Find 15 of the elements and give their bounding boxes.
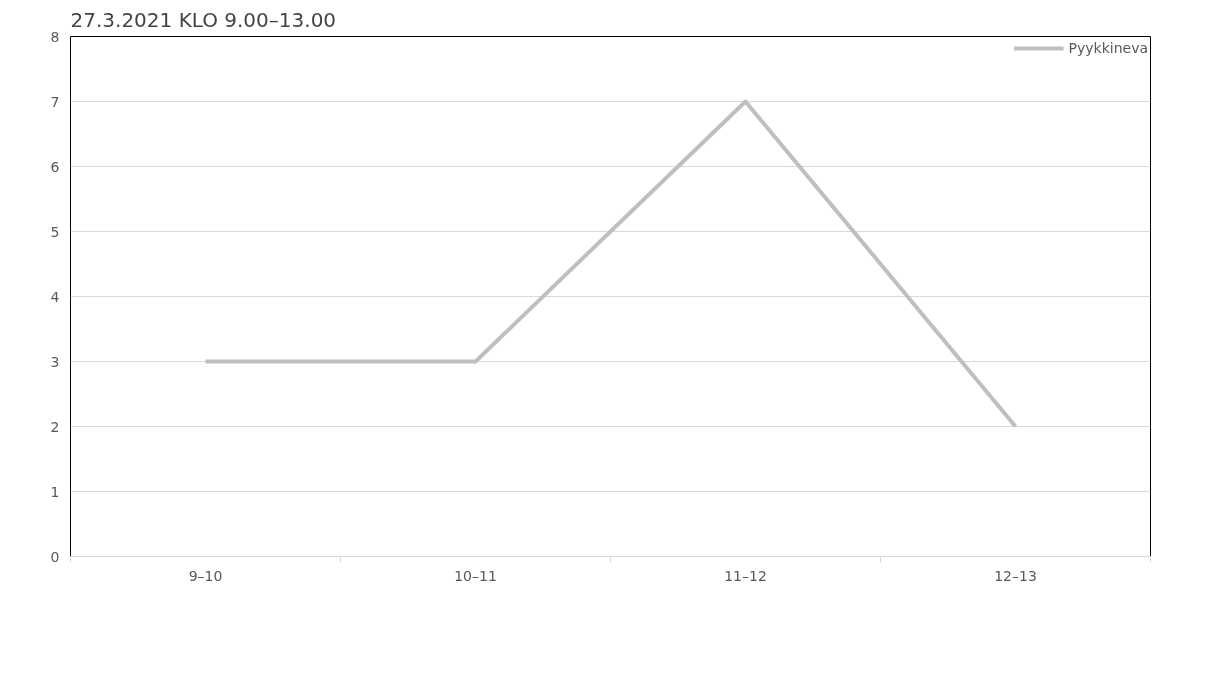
y-tick-label: 0 (50, 548, 60, 565)
y-tick-label: 2 (50, 418, 60, 435)
y-tick-label: 6 (50, 158, 60, 175)
y-tick-label: 3 (50, 353, 60, 370)
y-tick-label: 5 (50, 223, 60, 240)
y-tick-label: 1 (50, 483, 60, 500)
legend-label: Pyykkineva (1068, 40, 1148, 56)
chart-title: 27.3.2021 KLO 9.00–13.00 (70, 7, 337, 32)
x-tick-label: 12–13 (994, 567, 1037, 584)
x-tick-label: 11–12 (724, 567, 767, 584)
y-tick-label: 7 (50, 93, 60, 110)
x-tick-label: 9–10 (188, 567, 223, 584)
x-tick-label: 10–11 (454, 567, 497, 584)
y-tick-label: 4 (50, 288, 60, 305)
y-tick-label: 8 (50, 28, 60, 45)
